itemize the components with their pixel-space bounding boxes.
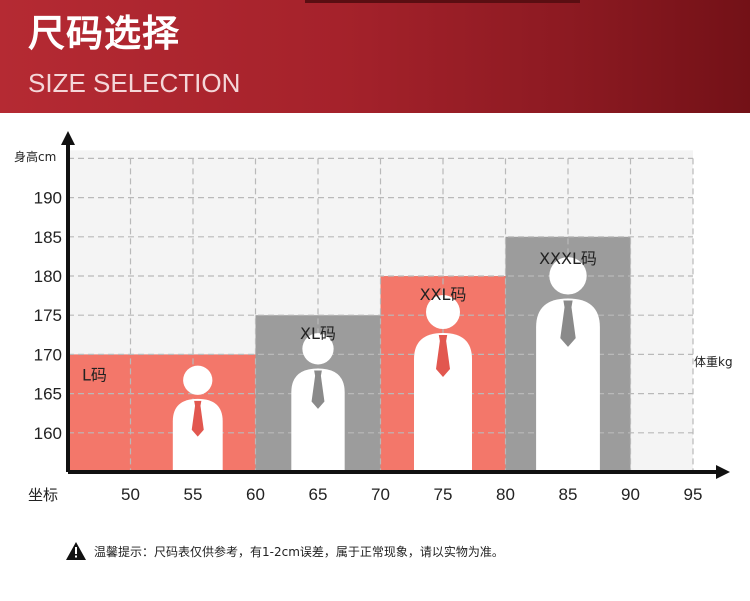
y-axis-arrow [61,131,75,145]
y-tick-label: 170 [34,345,62,364]
x-tick-label: 55 [184,485,203,504]
x-tick-label: 90 [621,485,640,504]
x-tick-label: 75 [434,485,453,504]
x-tick-label: 50 [121,485,140,504]
y-tick-label: 165 [34,385,62,404]
bar-label: XXL码 [420,285,467,304]
person-icon [291,333,345,472]
page-title: 尺码选择 [28,12,180,55]
y-tick-label: 160 [34,424,62,443]
x-tick-label: 95 [684,485,703,504]
x-tick-label: 60 [246,485,265,504]
note-text: 温馨提示：尺码表仅供参考，有1-2cm误差，属于正常现象，请以实物为准。 [94,544,504,559]
size-chart: L码 XL码 XXL码 XXXL码 160 165 170 175 180 185 190 50 55 6… [14,131,733,504]
warning-icon [66,542,86,560]
x-tick-label: 85 [559,485,578,504]
y-tick-label: 190 [34,189,62,208]
y-tick-label: 175 [34,306,62,325]
bar-0 [68,354,256,472]
x-tick-label: 80 [496,485,515,504]
person-icon [536,257,600,472]
size-note: 温馨提示：尺码表仅供参考，有1-2cm误差，属于正常现象，请以实物为准。 [66,540,504,562]
banner-top-line [305,0,580,3]
x-axis-arrow [716,465,730,479]
x-tick-label: 70 [371,485,390,504]
person-icon [414,295,472,472]
bar-label: XL码 [300,324,336,343]
x-tick-label: 65 [309,485,328,504]
bar-label: L码 [82,365,107,384]
page-subtitle: SIZE SELECTION [28,68,241,98]
y-axis-label: 身高cm [14,149,56,164]
person-icon [172,365,223,472]
origin-label: 坐标 [28,486,58,504]
x-axis-label: 体重kg [694,355,733,369]
y-tick-label: 180 [34,267,62,286]
bar-label: XXXL码 [539,249,597,268]
y-tick-label: 185 [34,228,62,247]
header-banner: 尺码选择 SIZE SELECTION [0,0,750,113]
